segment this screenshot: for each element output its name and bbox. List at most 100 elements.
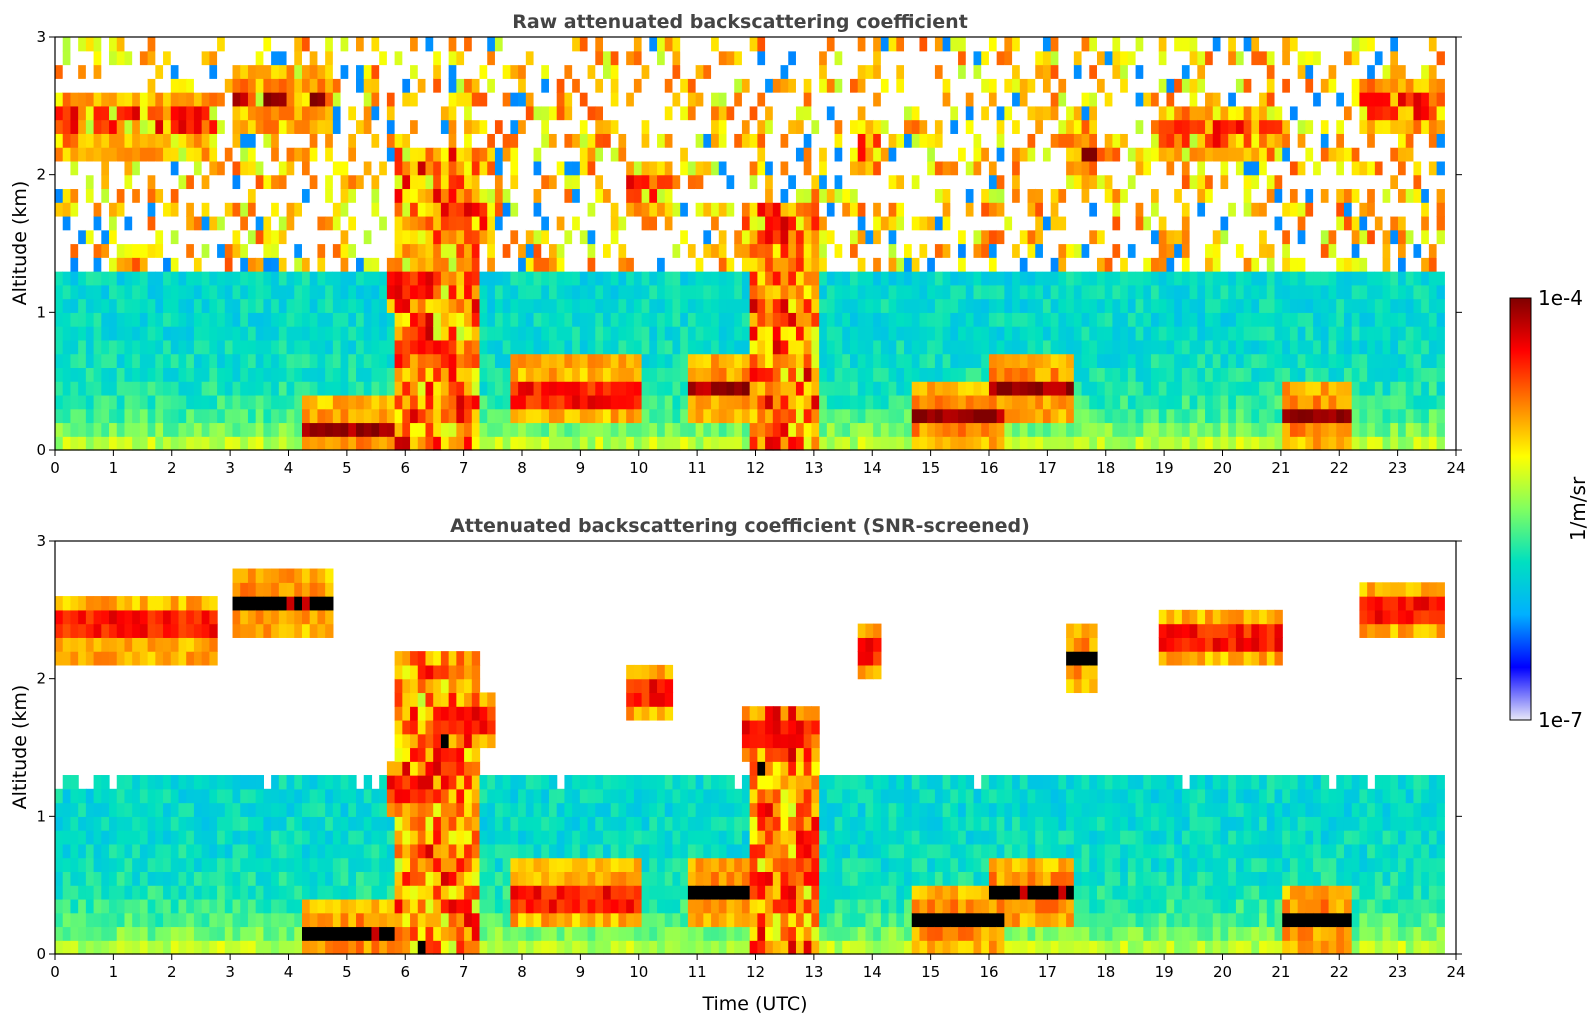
heatmap-cell [1073, 298, 1083, 313]
heatmap-cell [1289, 326, 1299, 341]
heatmap-cell [1289, 422, 1299, 437]
heatmap-cell [394, 92, 403, 107]
heatmap-cell [116, 119, 126, 134]
heatmap-cell [379, 367, 388, 382]
heatmap-cell [657, 92, 666, 107]
heatmap-cell [510, 147, 519, 162]
heatmap-cell [217, 202, 226, 217]
heatmap-cell [973, 367, 982, 382]
heatmap-cell [1035, 257, 1044, 272]
heatmap-cell [649, 105, 658, 121]
heatmap-cell [988, 271, 998, 286]
heatmap-cell [402, 188, 411, 203]
heatmap-cell [78, 64, 87, 79]
heatmap-cell [379, 436, 388, 451]
heatmap-cell [1027, 353, 1036, 368]
heatmap-cell [1004, 298, 1013, 313]
heatmap-cell [703, 271, 712, 286]
heatmap-cell [1073, 105, 1083, 121]
heatmap-cell [904, 188, 913, 203]
heatmap-cell [857, 188, 867, 203]
heatmap-cell [1220, 298, 1229, 313]
heatmap-cell [240, 50, 249, 66]
heatmap-cell [132, 92, 141, 107]
heatmap-cell [1135, 353, 1144, 368]
heatmap-cell [340, 64, 349, 79]
heatmap-cell [1004, 367, 1013, 382]
heatmap-cell [487, 78, 496, 93]
heatmap-cell [981, 394, 990, 410]
heatmap-cell [464, 64, 473, 79]
heatmap-cell [356, 92, 365, 107]
heatmap-cell [788, 243, 797, 258]
heatmap-cell [394, 202, 403, 217]
heatmap-cell [85, 312, 95, 327]
heatmap-cell [510, 284, 519, 300]
heatmap-cell [309, 436, 319, 451]
heatmap-cell [340, 394, 349, 410]
heatmap-cell [1328, 50, 1337, 66]
heatmap-cell [433, 188, 442, 203]
heatmap-cell [780, 92, 789, 107]
heatmap-cell [1289, 367, 1299, 382]
heatmap-cell [193, 312, 203, 327]
heatmap-cell [363, 381, 373, 396]
heatmap-cell [965, 215, 975, 231]
heatmap-cell [55, 119, 64, 134]
heatmap-cell [834, 50, 843, 66]
heatmap-cell [294, 312, 303, 327]
heatmap-cell [1251, 381, 1260, 396]
heatmap-cell [587, 119, 596, 134]
heatmap-cell [649, 298, 658, 313]
heatmap-cell [996, 257, 1005, 272]
heatmap-cell [1259, 215, 1268, 231]
heatmap-cell [873, 298, 882, 313]
heatmap-cell [440, 422, 450, 437]
heatmap-cell [340, 367, 349, 382]
heatmap-cell [109, 215, 118, 231]
heatmap-cell [301, 284, 311, 300]
heatmap-cell [93, 312, 102, 327]
heatmap-cell [139, 229, 149, 245]
heatmap-cell [803, 105, 813, 121]
heatmap-cell [101, 133, 110, 148]
heatmap-cell [996, 229, 1005, 245]
heatmap-cell [1251, 92, 1260, 107]
heatmap-cell [795, 50, 805, 66]
heatmap-cell [842, 326, 851, 341]
heatmap-cell [1228, 160, 1237, 176]
heatmap-cell [857, 202, 867, 217]
heatmap-cell [988, 312, 998, 327]
heatmap-cell [309, 92, 319, 107]
heatmap-cell [286, 436, 295, 451]
heatmap-cell [448, 394, 457, 410]
heatmap-cell [1012, 394, 1021, 410]
heatmap-cell [332, 133, 342, 148]
heatmap-cell [919, 353, 928, 368]
heatmap-cell [456, 422, 465, 437]
heatmap-cell [93, 133, 102, 148]
heatmap-cell [1320, 215, 1330, 231]
heatmap-cell [1012, 436, 1021, 451]
heatmap-cell [633, 312, 643, 327]
heatmap-cell [132, 37, 141, 52]
heatmap-cell [425, 353, 434, 368]
heatmap-cell [988, 298, 998, 313]
heatmap-cell [541, 367, 550, 382]
heatmap-cell [70, 64, 79, 79]
heatmap-cell [433, 394, 442, 410]
heatmap-cell [749, 257, 758, 272]
heatmap-cell [718, 105, 728, 121]
heatmap-cell [1158, 160, 1168, 176]
heatmap-cell [1243, 326, 1252, 341]
heatmap-cell [857, 271, 867, 286]
heatmap-cell [850, 408, 859, 424]
heatmap-cell [950, 64, 959, 79]
heatmap-cell [456, 353, 465, 368]
heatmap-cell [1143, 312, 1152, 327]
heatmap-cell [703, 284, 712, 300]
heatmap-cell [55, 105, 64, 121]
heatmap-cell [819, 422, 828, 437]
heatmap-cell [410, 202, 419, 217]
heatmap-cell [865, 271, 874, 286]
